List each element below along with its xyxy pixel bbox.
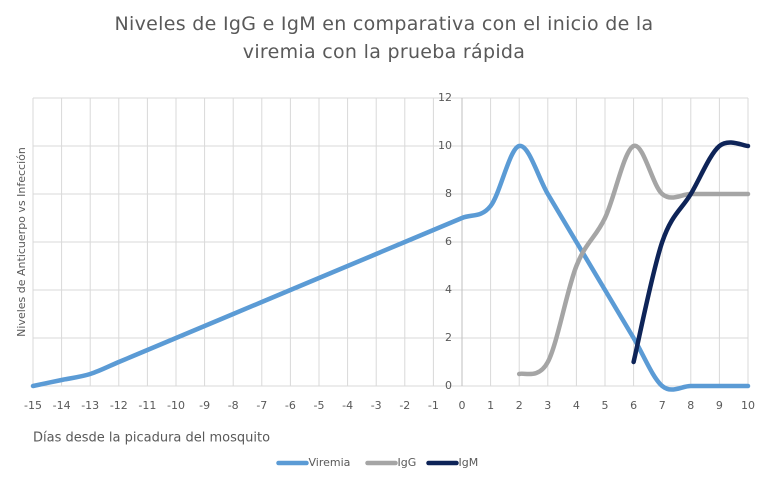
x-tick-label: 1 [487, 399, 494, 412]
y-axis-label: Niveles de Anticuerpo vs Infección [15, 147, 28, 337]
y-tick-label: 10 [438, 139, 452, 152]
x-tick-label: 9 [716, 399, 723, 412]
x-tick-label: -3 [371, 399, 382, 412]
x-tick-label: 7 [659, 399, 666, 412]
x-tick-label: -6 [285, 399, 296, 412]
x-tick-label: 5 [602, 399, 609, 412]
x-tick-label: -7 [256, 399, 267, 412]
chart-title: Niveles de IgG e IgM en comparativa con … [114, 13, 654, 63]
y-tick-label: 8 [445, 187, 452, 200]
x-tick-label: -11 [138, 399, 156, 412]
y-tick-label: 0 [445, 379, 452, 392]
x-tick-label: -15 [24, 399, 42, 412]
x-axis-label: Días desde la picadura del mosquito [33, 431, 270, 446]
series-line [516, 143, 751, 377]
legend-label: IgM [459, 456, 479, 469]
x-tick-label: -10 [167, 399, 185, 412]
x-tick-label: -14 [53, 399, 71, 412]
x-tick-label: 0 [459, 399, 466, 412]
x-tick-label: 8 [687, 399, 694, 412]
x-tick-label: -9 [199, 399, 210, 412]
legend-label: Viremia [309, 456, 351, 469]
x-tick-label: 4 [573, 399, 580, 412]
legend-label: IgG [398, 456, 417, 469]
series-line [30, 143, 751, 392]
x-tick-label: 6 [630, 399, 637, 412]
x-tick-label: -5 [314, 399, 325, 412]
x-tick-label: -2 [399, 399, 410, 412]
y-tick-label: 2 [445, 331, 452, 344]
x-tick-label: -12 [110, 399, 128, 412]
x-tick-label: -4 [342, 399, 353, 412]
x-tick-label: -13 [81, 399, 99, 412]
x-tick-label: 3 [544, 399, 551, 412]
y-tick-label: 12 [438, 91, 452, 104]
y-tick-label: 4 [445, 283, 452, 296]
x-tick-label: 2 [516, 399, 523, 412]
x-tick-label: 10 [741, 399, 755, 412]
series-line [631, 140, 751, 365]
x-tick-label: -1 [428, 399, 439, 412]
y-tick-label: 6 [445, 235, 452, 248]
x-tick-label: -8 [228, 399, 239, 412]
